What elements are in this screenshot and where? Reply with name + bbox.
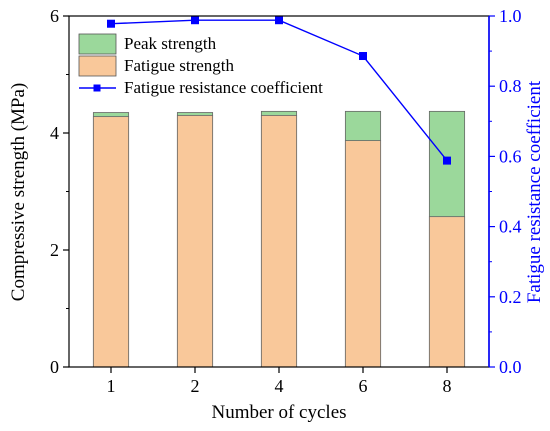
x-tick-label: 2 — [191, 376, 200, 396]
line-layer — [107, 16, 451, 165]
x-tick-label: 1 — [107, 376, 116, 396]
coefficient-point — [275, 16, 283, 25]
legend-label-fatigue: Fatigue strength — [124, 56, 235, 75]
ticks-layer: 1 2 4 6 8 0 2 4 6 0.0 0.2 0.4 0.6 0.8 1.0 — [50, 6, 522, 396]
y-tick-label: 0 — [50, 357, 59, 377]
legend-marker-coefficient — [93, 84, 101, 92]
bar-fatigue-strength — [92, 116, 130, 368]
y-right-tick-label: 1.0 — [499, 6, 522, 26]
coefficient-point — [191, 16, 199, 25]
y-right-tick-label: 0.4 — [499, 217, 522, 237]
legend-label-coefficient: Fatigue resistance coefficient — [124, 78, 323, 97]
x-tick-label: 4 — [275, 376, 284, 396]
y-axis-label-right: Fatigue resistance coefficient — [524, 80, 545, 303]
x-axis-label: Number of cycles — [211, 402, 346, 423]
bar-fatigue-strength — [260, 115, 298, 368]
y-right-tick-label: 0.2 — [499, 287, 522, 307]
y-tick-label: 4 — [50, 123, 59, 143]
coefficient-point — [359, 52, 367, 61]
legend: Peak strength Fatigue strength Fatigue r… — [78, 33, 323, 97]
bar-fatigue-strength — [176, 115, 214, 368]
y-axis-label: Compressive strength (MPa) — [8, 83, 29, 301]
legend-swatch-peak — [78, 33, 117, 55]
bar-fatigue-strength — [428, 216, 466, 368]
x-tick-label: 6 — [359, 376, 368, 396]
y-right-tick-label: 0.0 — [499, 357, 522, 377]
bar-fatigue-strength — [344, 140, 382, 368]
y-right-tick-label: 0.6 — [499, 146, 522, 166]
y-tick-label: 6 — [50, 6, 59, 26]
legend-label-peak: Peak strength — [124, 34, 217, 53]
y-right-tick-label: 0.8 — [499, 76, 522, 96]
bars-layer — [92, 110, 466, 368]
y-tick-label: 2 — [50, 240, 59, 260]
x-tick-label: 8 — [443, 376, 452, 396]
coefficient-point — [107, 19, 115, 28]
coefficient-point — [443, 156, 451, 165]
legend-swatch-fatigue — [78, 55, 117, 77]
